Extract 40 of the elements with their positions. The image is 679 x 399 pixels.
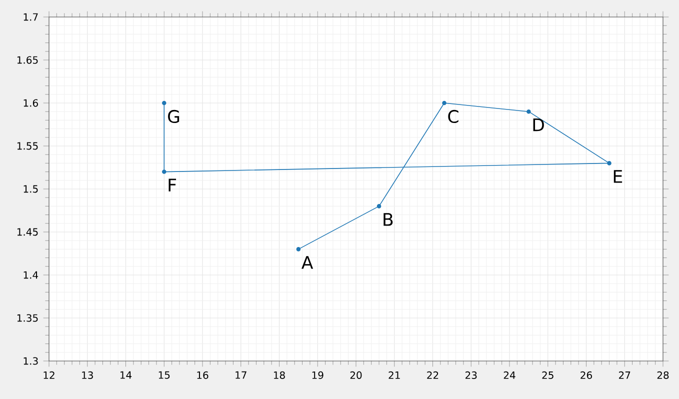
y-tick-label: 1.65	[17, 56, 38, 64]
x-tick-label: 15	[158, 371, 170, 379]
annotation: C	[448, 110, 458, 124]
x-tick-label: 25	[542, 371, 554, 379]
point	[442, 100, 446, 106]
point	[162, 100, 166, 106]
point	[526, 109, 531, 114]
x-tick-label: 23	[465, 371, 477, 379]
x-tick-label: 27	[618, 371, 630, 379]
x-tick-label: 17	[236, 371, 246, 379]
annotation: G	[168, 110, 180, 124]
x-tick-label: 20	[350, 371, 362, 379]
annotation: D	[533, 118, 544, 132]
x-tick-label: 12	[44, 371, 54, 379]
y-tick-label: 1.3	[24, 357, 38, 365]
y-tick-label: 1.5	[24, 185, 38, 193]
x-tick-label: 26	[580, 371, 592, 379]
annotation: F	[168, 178, 176, 192]
x-tick-label: 21	[388, 371, 400, 379]
x-tick-label: 18	[274, 371, 285, 379]
annotation: A	[302, 256, 314, 269]
x-tick-label: 14	[120, 371, 132, 379]
x-tick-label: 19	[312, 371, 324, 379]
y-tick-label: 1.4	[24, 271, 38, 279]
point	[296, 247, 301, 252]
y-tick-label: 1.6	[24, 99, 38, 107]
y-tick-label: 1.7	[24, 13, 38, 21]
y-tick-label: 1.45	[17, 228, 38, 236]
point	[607, 161, 612, 166]
x-tick-label: 13	[82, 371, 93, 379]
point	[376, 204, 382, 208]
annotation: B	[384, 213, 393, 226]
point	[162, 170, 166, 174]
x-tick-label: 16	[197, 371, 208, 379]
x-tick-label: 24	[504, 371, 516, 379]
y-tick-label: 1.55	[17, 142, 38, 150]
x-tick-label: 22	[427, 371, 438, 379]
y-tick-label: 1.35	[17, 314, 38, 322]
annotation: E	[614, 170, 622, 183]
x-tick-label: 28	[657, 371, 669, 379]
